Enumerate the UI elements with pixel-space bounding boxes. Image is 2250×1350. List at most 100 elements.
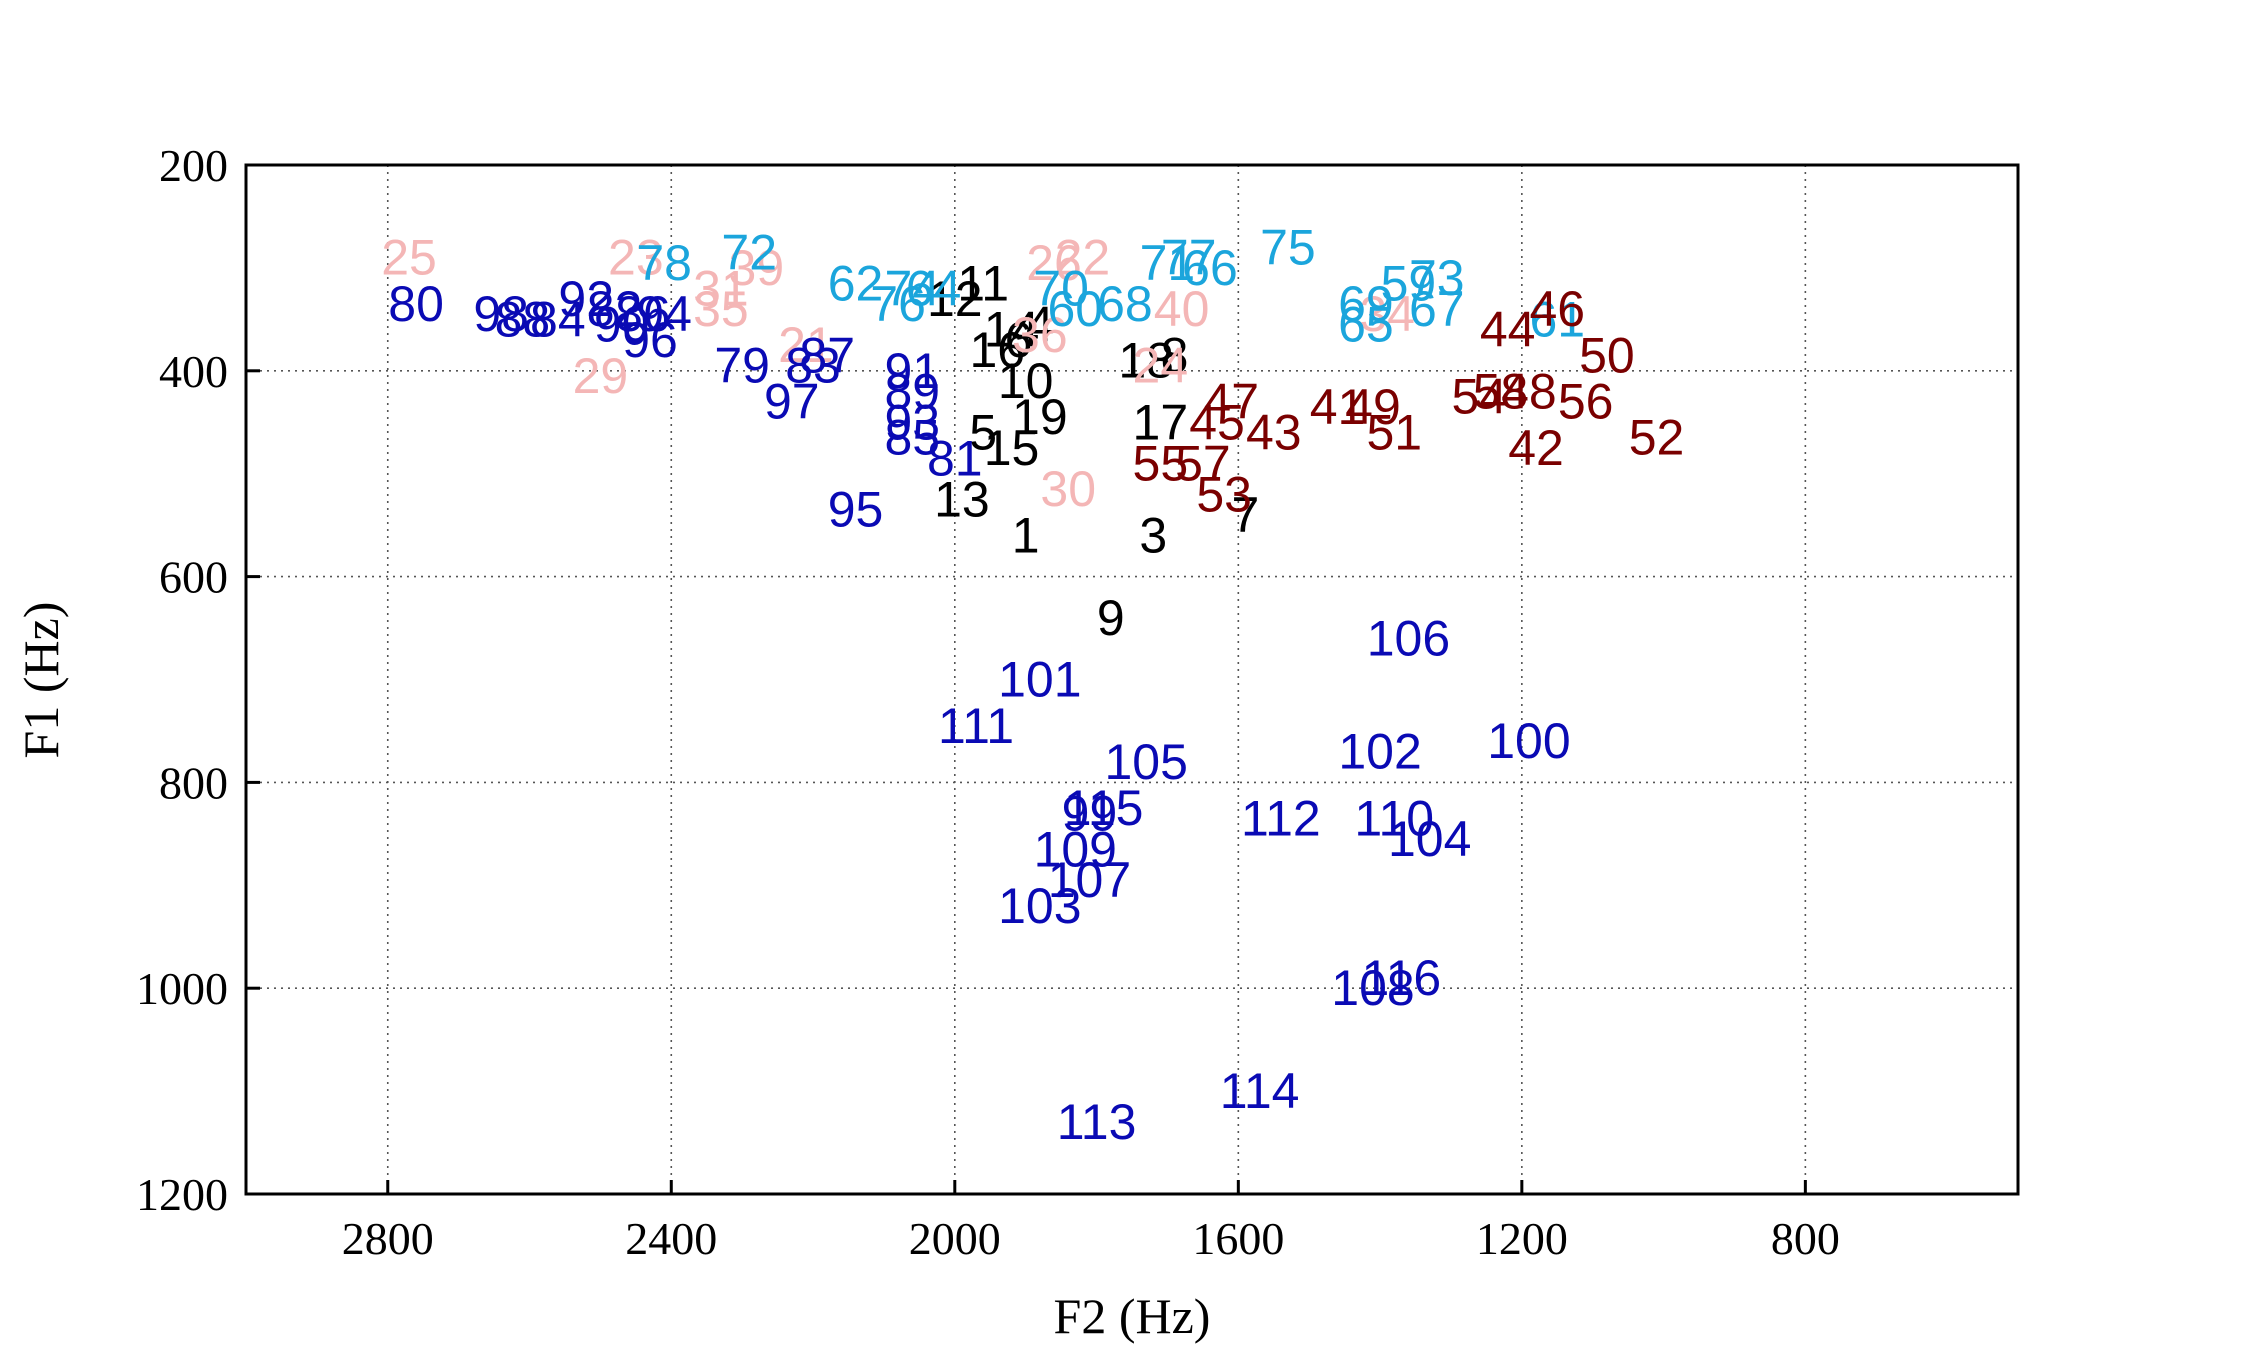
data-point-label: 60 (1047, 281, 1103, 337)
data-point-label: 47 (1203, 374, 1259, 430)
data-point-label: 49 (1345, 379, 1401, 435)
data-point-label: 75 (1260, 219, 1316, 275)
data-point-label: 77 (1161, 230, 1217, 286)
data-point-label: 58 (1473, 363, 1529, 419)
data-point-label: 99 (1062, 785, 1118, 841)
data-point-label: 84 (530, 291, 586, 347)
data-point-label: 76 (870, 276, 926, 332)
data-point-label: 51 (1366, 405, 1422, 461)
data-point-label: 43 (1246, 405, 1302, 461)
data-point-label: 12 (927, 271, 983, 327)
data-point-label: 16 (970, 322, 1026, 378)
data-point-label: 103 (998, 878, 1081, 934)
data-point-label: 54 (1451, 369, 1507, 425)
data-point-label: 88 (495, 291, 551, 347)
data-point-label: 39 (729, 240, 785, 296)
y-tick-label: 600 (159, 552, 228, 603)
data-point-label: 96 (622, 312, 678, 368)
data-point-label: 106 (1367, 610, 1450, 666)
data-point-label: 14 (984, 302, 1040, 358)
data-point-label: 23 (608, 230, 664, 286)
data-point-label: 97 (764, 374, 820, 430)
data-point-label: 78 (636, 235, 692, 291)
data-point-label: 81 (927, 430, 983, 486)
data-point-label: 3 (1139, 507, 1167, 563)
data-point-label: 95 (828, 482, 884, 538)
data-point-label: 87 (799, 327, 855, 383)
data-point-label: 110 (1354, 790, 1434, 846)
data-point-label: 104 (1388, 811, 1471, 867)
plot-frame (244, 163, 2020, 1196)
data-point-label: 64 (906, 260, 962, 316)
data-point-label: 30 (1040, 461, 1096, 517)
data-point-label: 79 (714, 338, 770, 394)
x-tick-label: 2000 (909, 1213, 1001, 1264)
data-point-label: 56 (1558, 374, 1614, 430)
data-point-label: 70 (1033, 260, 1089, 316)
data-point-label: 8 (1161, 327, 1189, 383)
data-point-label: 18 (1118, 333, 1174, 389)
x-tick-label: 2400 (625, 1213, 717, 1264)
data-point-label: 111 (938, 698, 1014, 754)
data-point-label: 69 (1338, 276, 1394, 332)
data-point-label: 25 (381, 230, 437, 286)
data-point-label: 17 (1133, 394, 1189, 450)
y-tick-label: 1000 (136, 963, 228, 1014)
data-point-label: 57 (1175, 435, 1231, 491)
y-tick-label: 1200 (136, 1169, 228, 1220)
data-point-label: 108 (1331, 960, 1414, 1016)
data-point-label: 115 (1064, 780, 1144, 836)
data-point-label: 24 (1133, 338, 1189, 394)
data-point-label: 26 (1026, 235, 1082, 291)
data-point-label: 9 (1097, 590, 1125, 646)
y-axis-label: F1 (Hz) (13, 602, 69, 759)
data-point-label: 91 (884, 343, 940, 399)
y-tick-label: 400 (159, 346, 228, 397)
data-point-label: 36 (1012, 307, 1068, 363)
data-point-label: 7 (1232, 487, 1260, 543)
data-point-label: 90 (594, 296, 650, 352)
data-point-label: 42 (1508, 420, 1564, 476)
data-point-label: 50 (1579, 327, 1635, 383)
data-point-label: 98 (473, 286, 529, 342)
data-point-label: 102 (1338, 724, 1421, 780)
data-point-label: 105 (1104, 734, 1187, 790)
data-point-label: 19 (1012, 389, 1068, 445)
data-point-label: 55 (1133, 435, 1189, 491)
data-point-label: 21 (778, 317, 834, 373)
data-point-label: 13 (934, 471, 990, 527)
data-point-label: 71 (1140, 235, 1196, 291)
data-point-label: 48 (1501, 363, 1557, 419)
data-point-label: 4 (1026, 296, 1054, 352)
y-tick-label: 800 (159, 757, 228, 808)
x-tick-label: 2800 (342, 1213, 434, 1264)
data-point-label: 35 (693, 281, 749, 337)
x-tick-label: 1600 (1192, 1213, 1284, 1264)
data-point-label: 112 (1241, 790, 1321, 846)
data-point-label: 5 (969, 405, 997, 461)
data-point-label: 116 (1361, 950, 1441, 1006)
data-point-label: 114 (1220, 1063, 1300, 1119)
x-tick-label: 1200 (1476, 1213, 1568, 1264)
x-axis-label: F2 (Hz) (1054, 1288, 1211, 1344)
data-point-label: 92 (558, 271, 614, 327)
data-point-label: 34 (1359, 286, 1415, 342)
data-point-label: 74 (884, 260, 940, 316)
data-point-label: 107 (1048, 852, 1131, 908)
data-point-label: 46 (1529, 281, 1585, 337)
data-point-label: 15 (984, 420, 1040, 476)
data-point-label: 65 (1338, 296, 1394, 352)
data-point-label: 66 (1182, 240, 1238, 296)
data-point-label: 41 (1310, 379, 1366, 435)
data-point-label: 80 (388, 276, 444, 332)
data-point-label: 61 (1529, 291, 1585, 347)
data-point-label: 109 (1034, 821, 1117, 877)
data-point-label: 44 (1480, 302, 1536, 358)
x-tick-label: 800 (1771, 1213, 1840, 1264)
data-point-label: 83 (785, 338, 841, 394)
data-point-label: 59 (1381, 255, 1437, 311)
data-point-label: 52 (1629, 410, 1685, 466)
data-point-label: 67 (1409, 281, 1465, 337)
data-point-label: 72 (721, 224, 777, 280)
